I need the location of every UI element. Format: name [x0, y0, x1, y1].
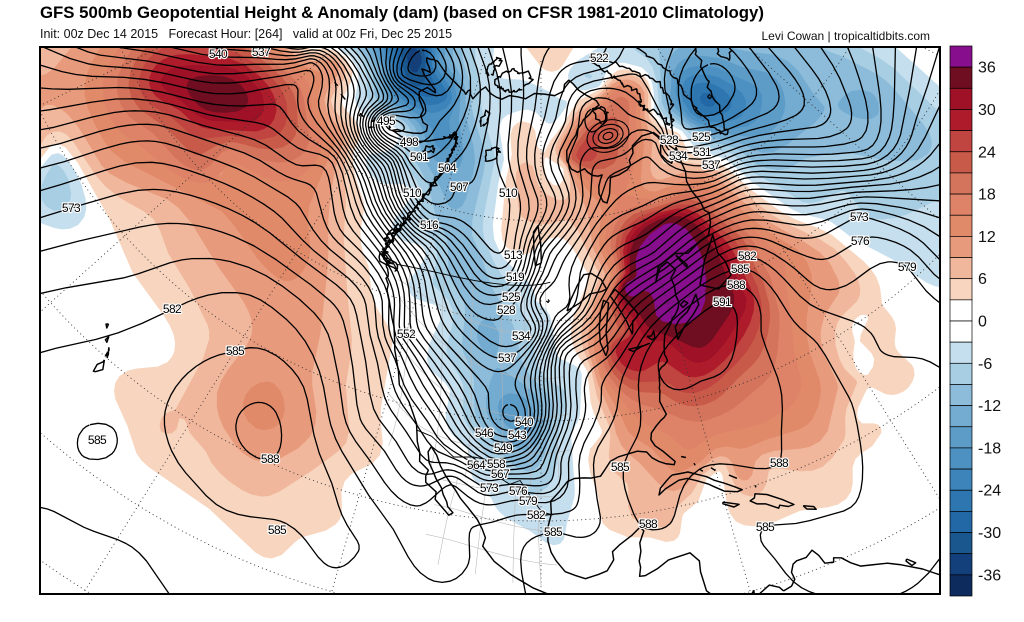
svg-text:525: 525: [502, 290, 521, 304]
svg-text:528: 528: [497, 303, 516, 317]
svg-text:540: 540: [209, 48, 228, 61]
svg-text:495: 495: [377, 114, 396, 128]
svg-text:519: 519: [506, 270, 525, 284]
svg-text:0: 0: [978, 314, 987, 331]
svg-text:579: 579: [898, 260, 917, 274]
svg-text:576: 576: [509, 484, 528, 498]
svg-text:18: 18: [978, 187, 996, 204]
svg-text:582: 582: [163, 302, 182, 316]
svg-text:516: 516: [420, 218, 439, 232]
svg-text:-12: -12: [978, 398, 1001, 415]
svg-text:525: 525: [692, 130, 711, 144]
svg-text:582: 582: [738, 249, 757, 263]
svg-text:588: 588: [770, 456, 789, 470]
svg-text:-30: -30: [978, 525, 1001, 542]
svg-text:585: 585: [88, 433, 107, 447]
svg-text:567: 567: [491, 467, 510, 481]
svg-text:30: 30: [978, 102, 996, 119]
svg-text:543: 543: [508, 428, 527, 442]
svg-text:585: 585: [731, 262, 750, 276]
svg-text:528: 528: [660, 133, 679, 147]
svg-text:582: 582: [527, 508, 546, 522]
svg-text:552: 552: [397, 327, 416, 341]
svg-text:573: 573: [480, 481, 499, 495]
svg-text:540: 540: [515, 415, 534, 429]
svg-text:-18: -18: [978, 440, 1001, 457]
svg-text:585: 585: [544, 525, 563, 539]
svg-text:546: 546: [475, 426, 494, 440]
svg-text:573: 573: [850, 210, 869, 224]
svg-text:-36: -36: [978, 567, 1001, 584]
svg-text:585: 585: [268, 523, 287, 537]
svg-text:534: 534: [669, 149, 688, 163]
svg-text:12: 12: [978, 229, 996, 246]
svg-text:537: 537: [252, 48, 271, 59]
svg-text:585: 585: [756, 520, 775, 534]
svg-text:537: 537: [702, 158, 721, 172]
svg-text:558: 558: [487, 457, 506, 471]
svg-text:36: 36: [978, 60, 996, 77]
svg-text:588: 588: [261, 452, 280, 466]
svg-text:510: 510: [403, 186, 422, 200]
svg-text:504: 504: [438, 161, 457, 175]
svg-text:588: 588: [639, 517, 658, 531]
svg-text:537: 537: [498, 351, 517, 365]
svg-text:513: 513: [504, 248, 523, 262]
svg-text:585: 585: [611, 460, 630, 474]
svg-text:579: 579: [519, 494, 538, 508]
svg-text:591: 591: [713, 295, 732, 309]
svg-text:573: 573: [62, 201, 81, 215]
svg-text:534: 534: [512, 329, 531, 343]
svg-text:498: 498: [400, 135, 419, 149]
svg-text:576: 576: [851, 234, 870, 248]
svg-text:-24: -24: [978, 483, 1001, 500]
svg-text:588: 588: [727, 278, 746, 292]
svg-text:549: 549: [494, 441, 513, 455]
svg-text:-6: -6: [978, 356, 992, 373]
svg-text:6: 6: [978, 271, 987, 288]
svg-text:564: 564: [467, 458, 486, 472]
svg-text:507: 507: [450, 180, 469, 194]
svg-text:522: 522: [590, 51, 609, 65]
svg-text:24: 24: [978, 144, 996, 161]
svg-text:510: 510: [499, 186, 518, 200]
svg-text:585: 585: [226, 344, 245, 358]
svg-text:531: 531: [693, 145, 712, 159]
svg-text:501: 501: [410, 150, 429, 164]
